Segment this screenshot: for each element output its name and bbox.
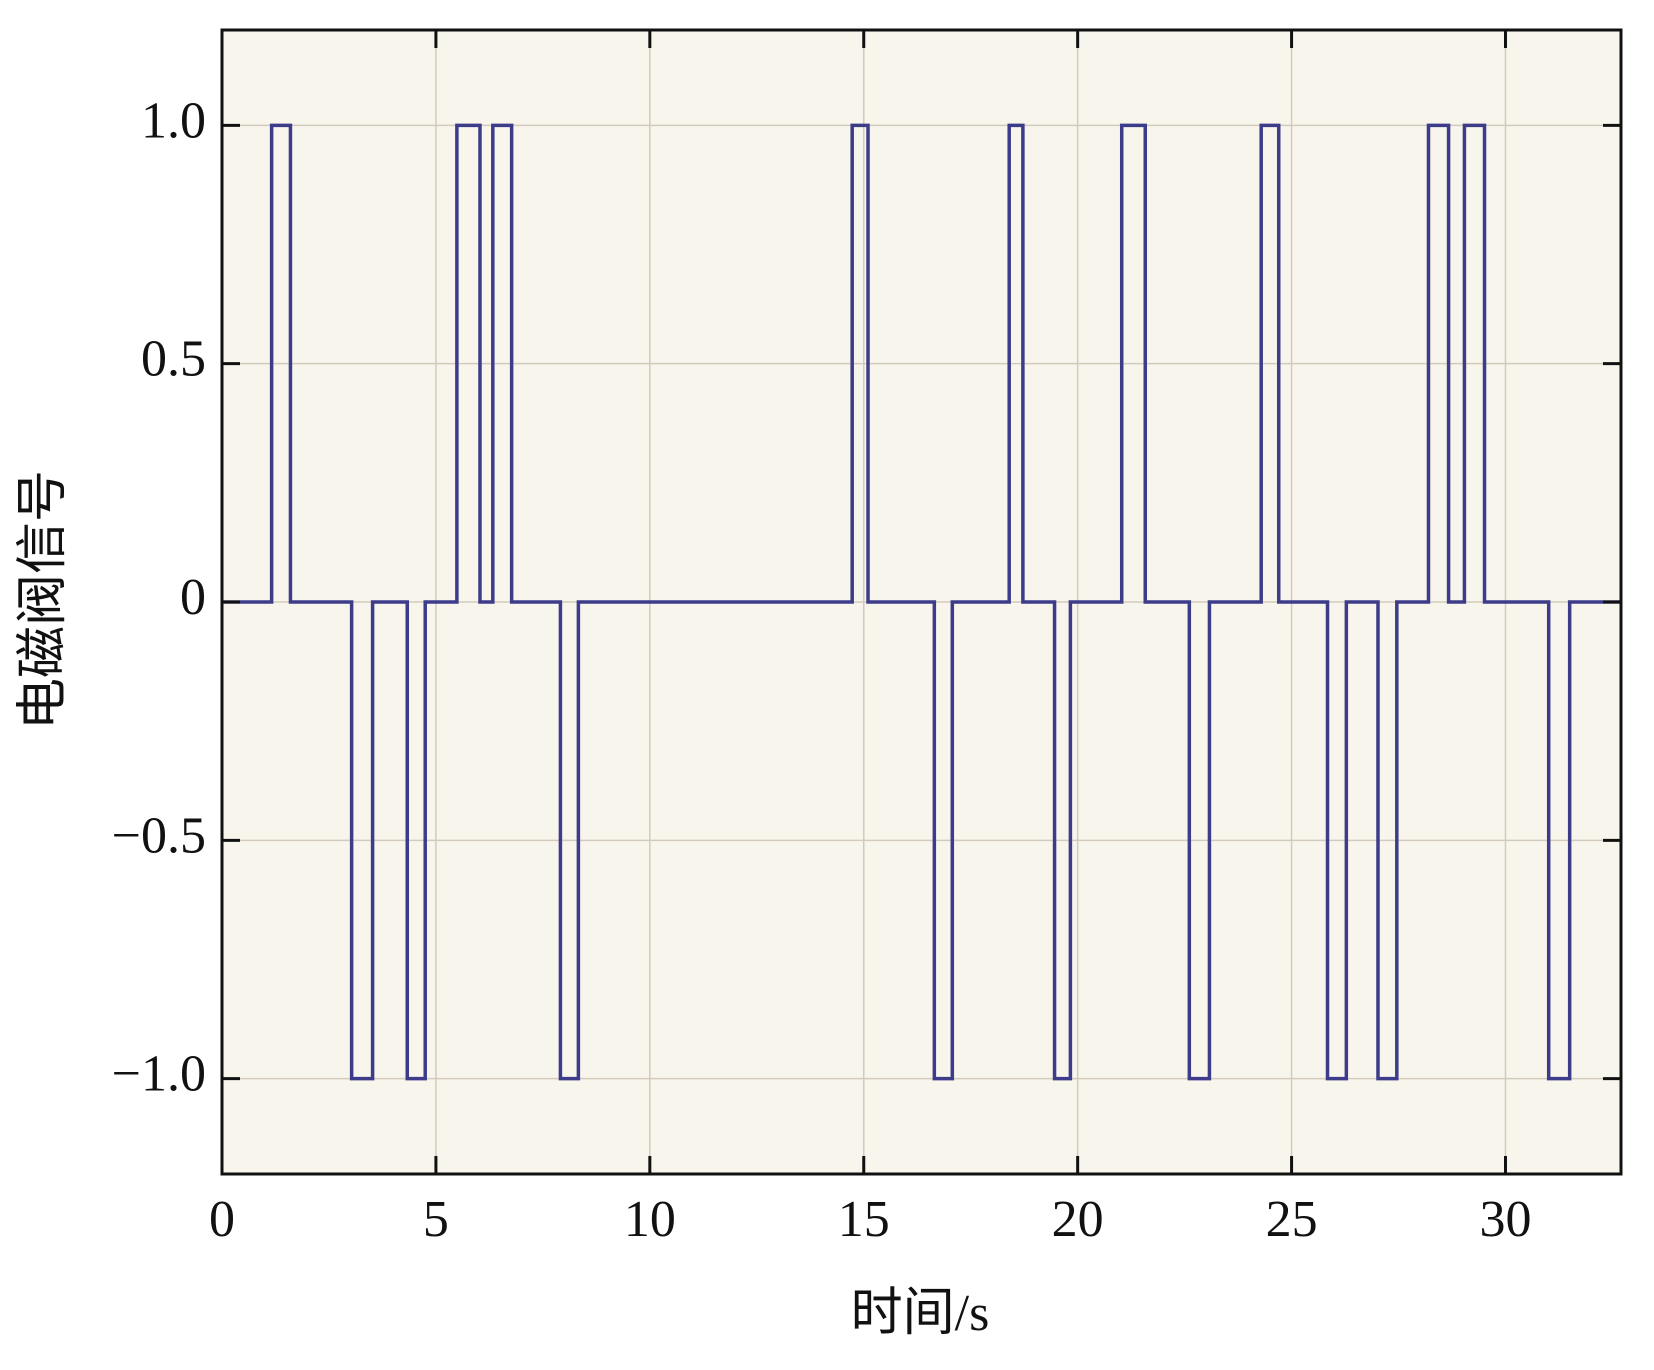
y-tick-label: 1.0 [141, 92, 206, 149]
x-tick-label: 15 [838, 1191, 890, 1248]
x-tick-label: 20 [1052, 1191, 1104, 1248]
x-tick-label: 10 [624, 1191, 676, 1248]
x-tick-label: 0 [209, 1191, 235, 1248]
y-tick-label: 0 [180, 569, 206, 626]
x-tick-label: 30 [1479, 1191, 1531, 1248]
x-axis-label: 时间/s [851, 1285, 990, 1342]
x-tick-label: 25 [1266, 1191, 1318, 1248]
plot-layer [221, 30, 1621, 1174]
y-tick-label: −1.0 [112, 1046, 206, 1103]
y-tick-label: 0.5 [141, 331, 206, 388]
y-axis-label: 电磁阀信号 [15, 470, 72, 730]
signal-line [222, 123, 1621, 1081]
y-tick-label: −0.5 [112, 807, 206, 864]
x-tick-label: 5 [423, 1191, 449, 1248]
